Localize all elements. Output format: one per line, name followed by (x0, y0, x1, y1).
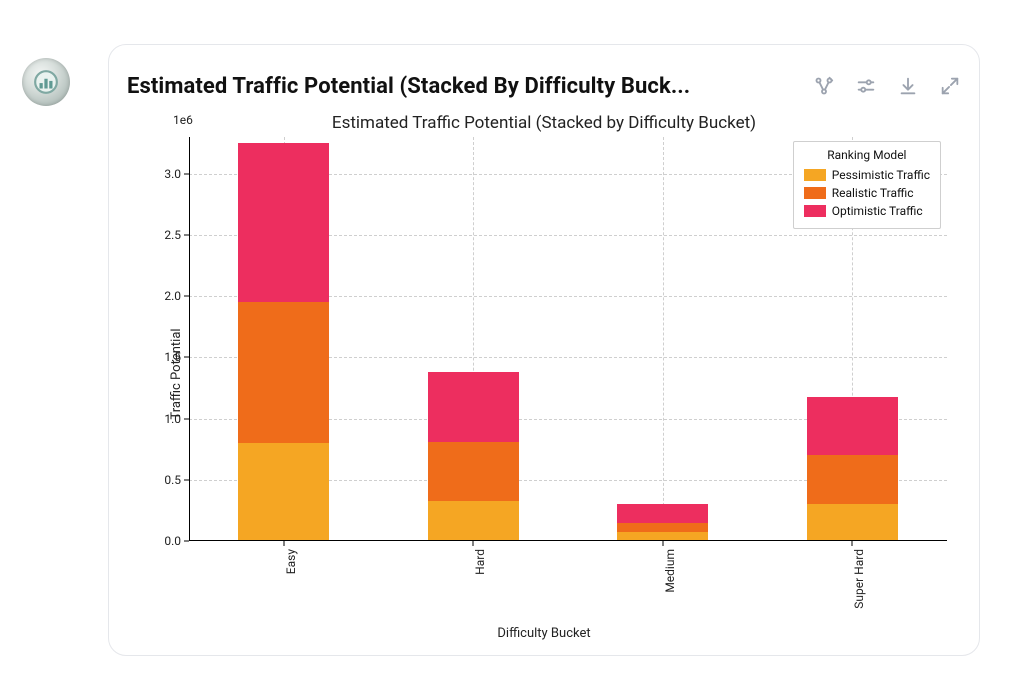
card-title: Estimated Traffic Potential (Stacked By … (127, 74, 690, 99)
legend: Ranking Model Pessimistic TrafficRealist… (793, 141, 941, 229)
y-tick-mark (184, 173, 189, 174)
plot-area: Estimated Traffic Potential (Stacked by … (127, 107, 961, 641)
legend-swatch (804, 169, 826, 181)
x-axis-line (189, 540, 947, 541)
card-toolbar (813, 75, 961, 97)
y-tick-mark (184, 418, 189, 419)
y-tick-label: 2.5 (164, 228, 181, 242)
legend-item: Optimistic Traffic (804, 202, 930, 220)
card-header: Estimated Traffic Potential (Stacked By … (127, 65, 961, 107)
legend-label: Realistic Traffic (832, 184, 914, 202)
y-tick-mark (184, 357, 189, 358)
y-tick-label: 0.5 (164, 473, 181, 487)
bar-segment (428, 372, 519, 442)
legend-swatch (804, 187, 826, 199)
x-tick-mark (283, 541, 284, 546)
bar-segment (238, 302, 329, 443)
bar-segment (238, 443, 329, 541)
x-tick-mark (473, 541, 474, 546)
y-tick-mark (184, 296, 189, 297)
legend-label: Optimistic Traffic (832, 202, 923, 220)
y-tick-label: 3.0 (164, 167, 181, 181)
y-tick-mark (184, 479, 189, 480)
bar-segment (238, 143, 329, 302)
bar-segment (807, 455, 898, 504)
y-tick-label: 0.0 (164, 534, 181, 548)
y-tick-label: 1.0 (164, 412, 181, 426)
legend-label: Pessimistic Traffic (832, 166, 930, 184)
plot-title: Estimated Traffic Potential (Stacked by … (127, 113, 961, 133)
x-tick-label: Super Hard (852, 549, 866, 609)
chart-card: Estimated Traffic Potential (Stacked By … (108, 44, 980, 656)
bar-medium (617, 504, 708, 541)
bar-super-hard (807, 397, 898, 541)
download-icon[interactable] (897, 75, 919, 97)
bar-segment (428, 442, 519, 501)
bar-hard (428, 372, 519, 541)
bar-segment (428, 501, 519, 541)
y-tick-mark (184, 541, 189, 542)
y-tick-mark (184, 234, 189, 235)
x-axis-label: Difficulty Bucket (127, 626, 961, 641)
bar-segment (807, 504, 898, 541)
bar-segment (617, 523, 708, 533)
bar-segment (807, 397, 898, 456)
assistant-avatar (22, 58, 70, 106)
y-axis-label: Traffic Potential (169, 328, 184, 419)
legend-swatch (804, 205, 826, 217)
x-tick-label: Medium (663, 549, 677, 593)
settings-icon[interactable] (855, 75, 877, 97)
branch-icon[interactable] (813, 75, 835, 97)
x-tick-mark (852, 541, 853, 546)
y-tick-label: 1.5 (164, 350, 181, 364)
expand-icon[interactable] (939, 75, 961, 97)
x-tick-label: Hard (473, 549, 487, 575)
y-axis-line (189, 137, 190, 541)
legend-item: Realistic Traffic (804, 184, 930, 202)
bar-segment (617, 504, 708, 522)
bar-easy (238, 143, 329, 541)
plot-axes: Ranking Model Pessimistic TrafficRealist… (189, 137, 947, 541)
x-tick-mark (662, 541, 663, 546)
legend-item: Pessimistic Traffic (804, 166, 930, 184)
legend-title: Ranking Model (804, 148, 930, 162)
y-scale-hint: 1e6 (173, 113, 193, 127)
y-tick-label: 2.0 (164, 289, 181, 303)
x-gridline (663, 137, 664, 541)
x-tick-label: Easy (284, 549, 298, 574)
